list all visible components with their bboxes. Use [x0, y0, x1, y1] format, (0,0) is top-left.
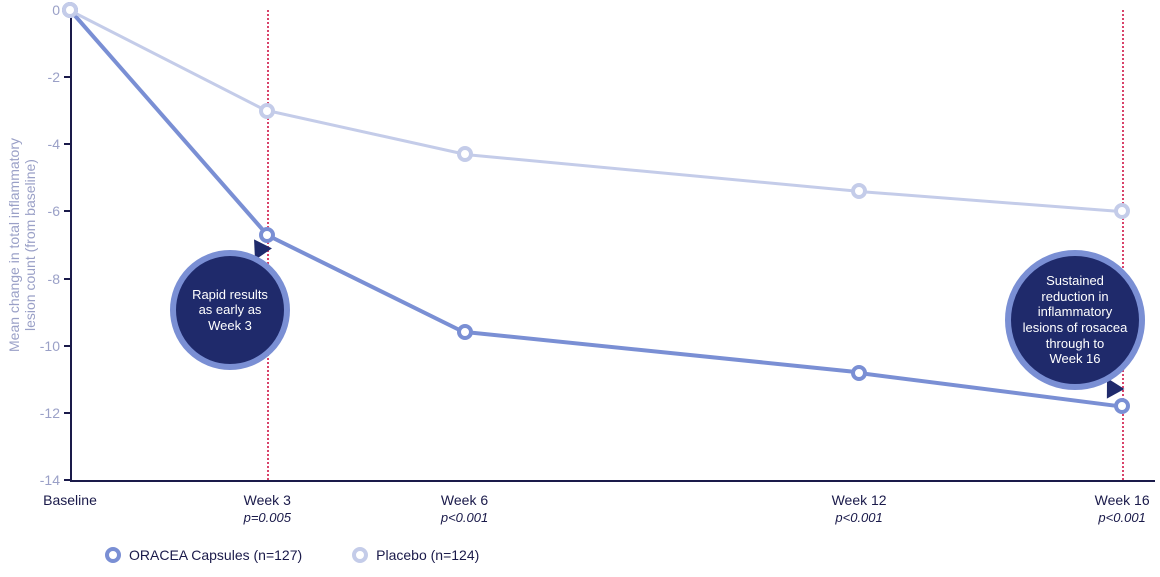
series-line [68, 9, 268, 237]
x-tick-label: Week 16p<0.001 [1095, 492, 1150, 525]
x-tick-label: Week 12p<0.001 [832, 492, 887, 525]
y-tick-mark [64, 76, 70, 78]
data-marker [1114, 203, 1130, 219]
data-marker [851, 365, 867, 381]
data-marker [851, 183, 867, 199]
reference-line [267, 10, 269, 480]
x-tick-label: Week 6p<0.001 [441, 492, 488, 525]
callout-bubble: Rapid resultsas early asWeek 3 [170, 250, 290, 370]
data-marker [62, 2, 78, 18]
data-marker [259, 227, 275, 243]
x-tick-label: Baseline [43, 492, 97, 508]
data-marker [259, 103, 275, 119]
y-axis-label: Mean change in total inflammatorylesion … [6, 138, 38, 352]
x-tick-label: Week 3p=0.005 [244, 492, 291, 525]
data-marker [457, 146, 473, 162]
series-line [267, 109, 465, 156]
callout-bubble: Sustainedreduction ininflammatorylesions… [1005, 250, 1145, 390]
y-tick-mark [64, 479, 70, 481]
legend: ORACEA Capsules (n=127) Placebo (n=124) [105, 547, 479, 563]
y-tick-mark [64, 143, 70, 145]
series-line [859, 190, 1122, 213]
series-line [464, 153, 859, 193]
y-tick-mark [64, 412, 70, 414]
y-tick-mark [64, 345, 70, 347]
legend-marker [352, 547, 368, 563]
y-tick-mark [64, 278, 70, 280]
legend-item: Placebo (n=124) [352, 547, 479, 563]
y-tick-label: 0 [0, 2, 60, 18]
y-tick-label: -2 [0, 69, 60, 85]
series-line [69, 9, 268, 112]
legend-label: ORACEA Capsules (n=127) [129, 547, 302, 563]
x-axis [70, 480, 1155, 482]
legend-label: Placebo (n=124) [376, 547, 479, 563]
y-tick-label: -14 [0, 472, 60, 488]
lesion-count-chart: 0-2-4-6-8-10-12-14Mean change in total i… [0, 0, 1160, 577]
series-line [464, 330, 859, 374]
y-tick-mark [64, 210, 70, 212]
data-marker [1114, 398, 1130, 414]
legend-marker [105, 547, 121, 563]
y-axis [70, 10, 72, 480]
legend-item: ORACEA Capsules (n=127) [105, 547, 302, 563]
y-tick-label: -12 [0, 405, 60, 421]
data-marker [457, 324, 473, 340]
series-line [266, 233, 465, 334]
